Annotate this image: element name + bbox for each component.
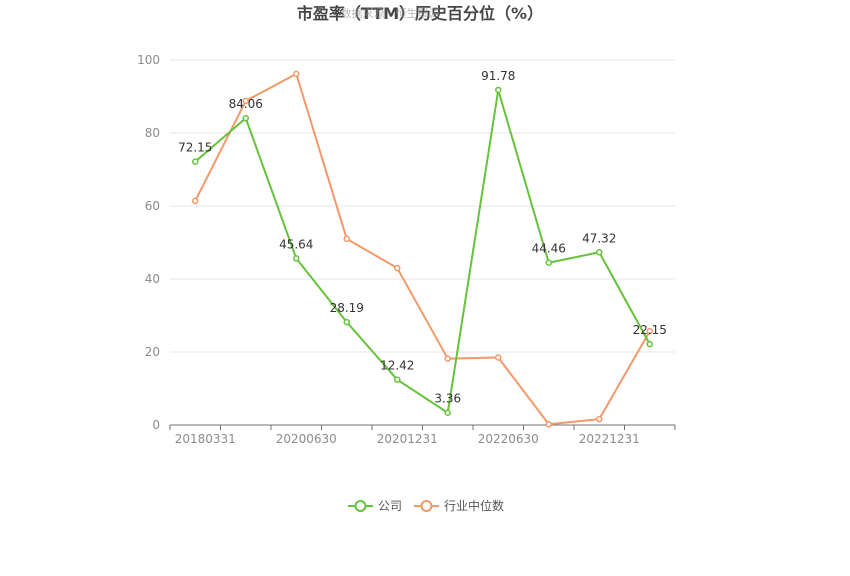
data-point: [343, 235, 350, 243]
x-tick-label: 20180331: [175, 432, 236, 446]
legend-marker: [354, 500, 367, 512]
data-label: 3.36: [434, 392, 461, 406]
data-label: 12.42: [380, 359, 414, 373]
data-label: 22.15: [633, 323, 667, 337]
series-line-1: [194, 72, 651, 426]
y-tick-label: 0: [152, 418, 160, 432]
data-point: [293, 70, 300, 78]
data-label: 84.06: [229, 97, 263, 111]
data-point: [192, 158, 199, 165]
data-label: 45.64: [279, 237, 313, 251]
x-tick-label: 20200630: [276, 432, 337, 446]
y-tick-label: 20: [145, 345, 160, 359]
chart-title: 市盈率（TTM）历史百分位（%）: [297, 4, 543, 23]
data-point: [545, 259, 552, 266]
data-point: [444, 355, 451, 362]
axes: 0 20 40 60 80 100 20180331 20200630 20201231 2022…: [137, 53, 676, 446]
legend-label: 公司: [378, 499, 402, 513]
data-point: [293, 255, 300, 262]
data-point: [596, 415, 603, 423]
x-tick-label: 20201231: [377, 432, 438, 446]
data-label: 91.78: [481, 69, 515, 83]
data-point: [646, 340, 653, 348]
data-point: [242, 97, 249, 105]
data-point: [242, 114, 249, 122]
legend[interactable]: 公司 行业中位数: [348, 498, 504, 513]
data-label: 72.15: [178, 141, 212, 155]
legend-item[interactable]: 公司: [348, 499, 402, 513]
y-tick-label: 60: [145, 199, 160, 213]
data-labels: 72.15 84.06 45.64 28.19 12.42 3.36 91.78 44.46 4…: [178, 69, 667, 406]
data-point: [444, 409, 451, 416]
data-point: [545, 421, 552, 428]
data-label: 47.32: [582, 231, 616, 245]
y-tick-label: 40: [145, 272, 160, 286]
x-tick-label: 20220630: [478, 432, 539, 446]
data-point: [394, 264, 401, 272]
data-point: [495, 354, 502, 361]
data-point: [394, 376, 401, 383]
series-line-0: [194, 89, 651, 414]
x-tick-label: 20221231: [579, 432, 640, 446]
data-label: 28.19: [330, 301, 364, 315]
legend-item[interactable]: 行业中位数: [414, 498, 504, 513]
data-point: [596, 249, 603, 256]
plot-area: [192, 70, 653, 428]
data-point: [343, 318, 350, 326]
legend-marker: [420, 500, 433, 512]
grid: [170, 59, 675, 353]
legend-label: 行业中位数: [444, 498, 504, 513]
data-point: [192, 197, 199, 205]
y-tick-label: 100: [137, 53, 160, 67]
data-label: 44.46: [532, 242, 566, 256]
data-point: [646, 327, 653, 335]
watermark: 数据来源：恒生聚源: [341, 6, 440, 20]
y-tick-label: 80: [145, 126, 160, 140]
data-point: [495, 86, 502, 94]
